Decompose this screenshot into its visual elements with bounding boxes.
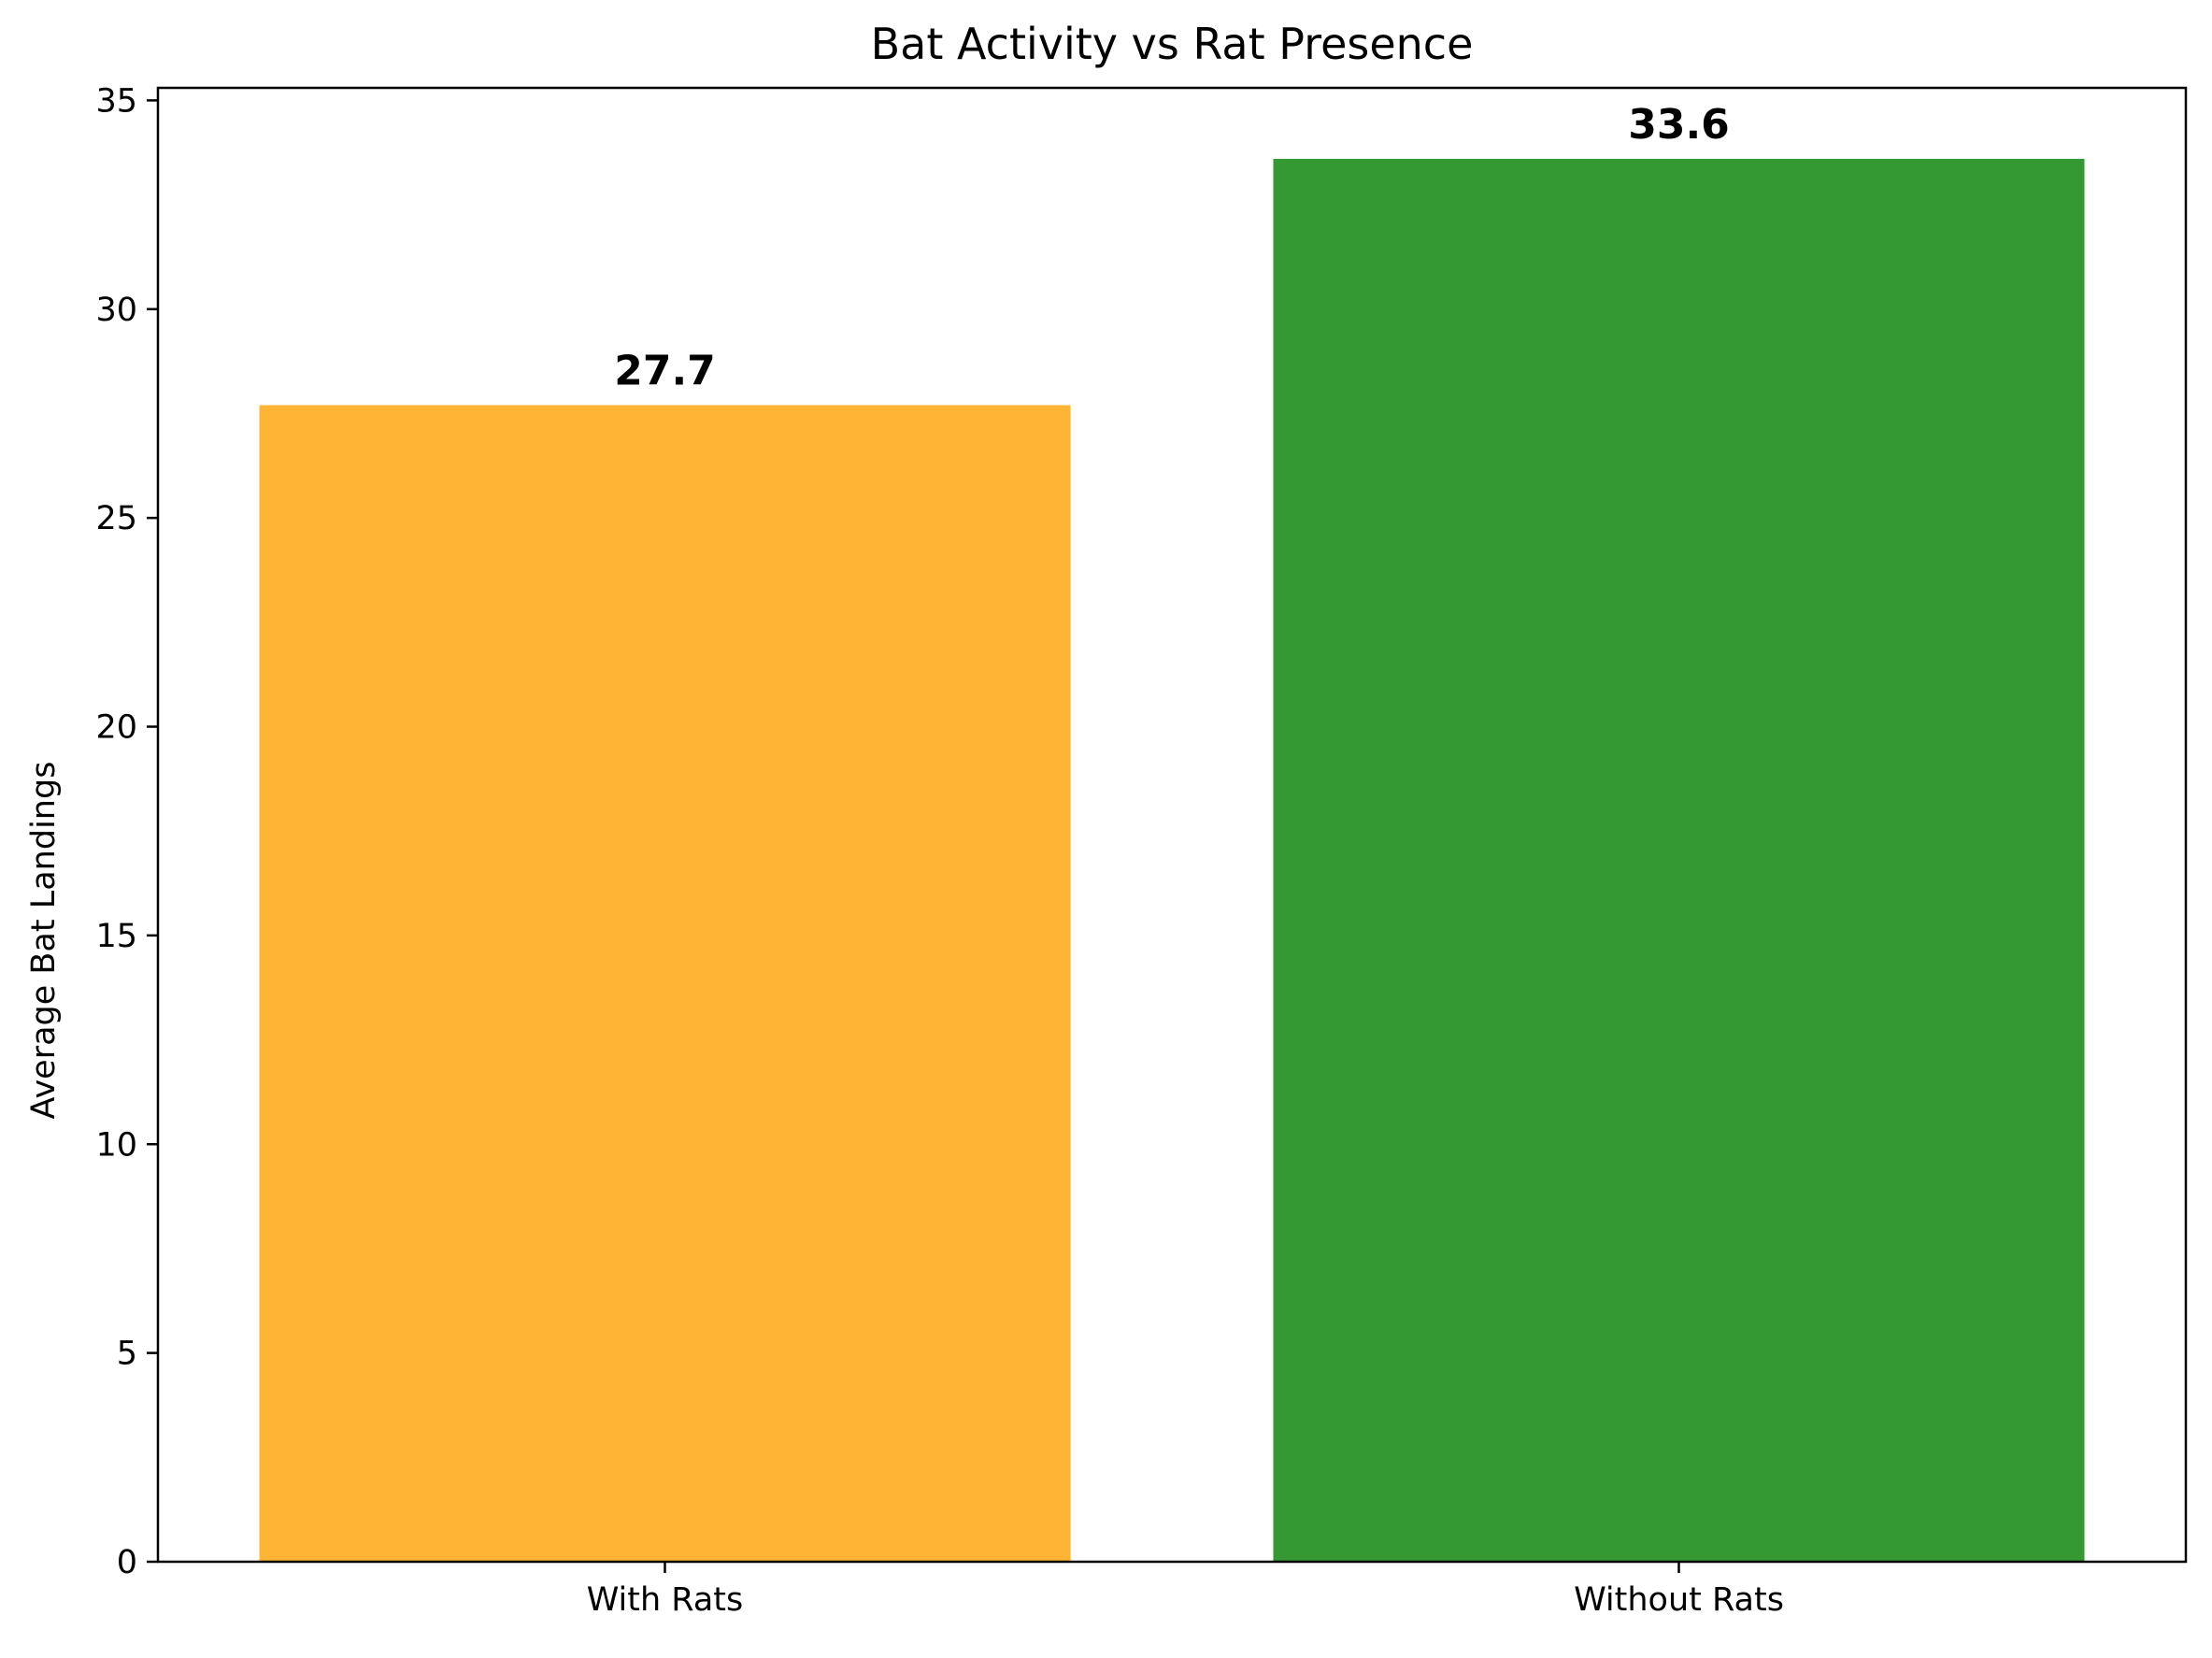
y-tick-label: 25 bbox=[95, 500, 137, 537]
x-tick-label: Without Rats bbox=[1574, 1581, 1784, 1619]
x-tick-label: With Rats bbox=[587, 1581, 744, 1619]
y-axis-label: Average Bat Landings bbox=[25, 762, 63, 1120]
y-tick-label: 35 bbox=[95, 82, 137, 120]
chart-title: Bat Activity vs Rat Presence bbox=[871, 19, 1474, 69]
x-axis-ticks: With Rats Without Rats bbox=[587, 1562, 1784, 1619]
y-tick-label: 15 bbox=[95, 918, 137, 955]
y-tick-label: 0 bbox=[117, 1544, 137, 1581]
y-tick-label: 5 bbox=[117, 1336, 137, 1373]
axes-frame bbox=[156, 86, 2188, 1564]
bar-without-rats bbox=[1273, 158, 2085, 1563]
y-axis-ticks: 0 5 10 15 20 25 30 35 bbox=[95, 82, 158, 1581]
bar-with-rats bbox=[259, 405, 1071, 1563]
bar-value-label: 27.7 bbox=[614, 348, 716, 395]
y-tick-label: 30 bbox=[95, 292, 137, 329]
bars-layer bbox=[259, 158, 2085, 1563]
value-labels-layer: 27.7 33.6 bbox=[614, 101, 1730, 395]
y-tick-label: 20 bbox=[95, 709, 137, 747]
bar-value-label: 33.6 bbox=[1628, 101, 1730, 149]
y-tick-label: 10 bbox=[95, 1126, 137, 1164]
